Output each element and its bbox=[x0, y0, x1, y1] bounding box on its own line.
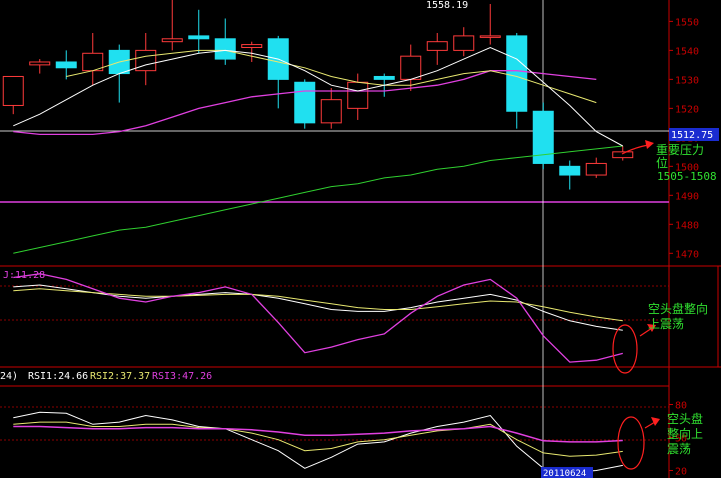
candle-body bbox=[55, 61, 77, 69]
candle bbox=[294, 79, 316, 129]
y-tick-label: 1520 bbox=[675, 104, 699, 115]
rsi-arrow-line bbox=[644, 421, 656, 429]
rsi-tick-label: 80 bbox=[675, 401, 687, 412]
y-tick-label: 1490 bbox=[675, 191, 699, 202]
resistance-range: 1505-1508 bbox=[657, 170, 717, 183]
candle-body bbox=[29, 61, 51, 66]
rsi3-line bbox=[13, 425, 623, 443]
y-tick-label: 1480 bbox=[675, 220, 699, 231]
moving-average-lines bbox=[13, 46, 624, 254]
candle-body bbox=[188, 35, 210, 40]
candle-body bbox=[214, 38, 236, 60]
candle-body bbox=[373, 75, 395, 80]
kdj-arrow-line bbox=[639, 327, 653, 337]
rsi-circle bbox=[617, 416, 645, 470]
candle bbox=[135, 32, 157, 86]
candle-body bbox=[532, 110, 554, 164]
candle-body bbox=[400, 55, 422, 80]
kdj-arrow-head bbox=[647, 324, 656, 332]
kdj-lines bbox=[13, 273, 623, 363]
rsi-tick-label: 50 bbox=[675, 434, 687, 445]
candle-body bbox=[585, 162, 607, 176]
ma-yellow-line bbox=[66, 49, 597, 104]
candle-body bbox=[294, 81, 316, 124]
date-tag-text: 20110624 bbox=[543, 469, 586, 478]
kdj-d-line bbox=[13, 288, 623, 322]
rsi1-line bbox=[13, 411, 623, 474]
y-tick-label: 1550 bbox=[675, 17, 699, 28]
candle bbox=[55, 50, 77, 80]
resistance-arrow-head bbox=[645, 140, 654, 149]
rsi-header-prefix: 24) bbox=[0, 371, 18, 382]
candle bbox=[559, 160, 581, 190]
candle bbox=[453, 27, 475, 57]
candle bbox=[400, 44, 422, 91]
rsi3-label: RSI3:47.26 bbox=[152, 371, 212, 382]
candle bbox=[426, 32, 448, 65]
rsi-annotation: 空头盘 整向上 震荡 bbox=[617, 411, 703, 470]
high-price-label: 1558.19 bbox=[426, 0, 468, 11]
ma-magenta-line bbox=[13, 70, 597, 136]
candle-body bbox=[320, 99, 342, 124]
rsi-tick-label: 20 bbox=[675, 467, 687, 478]
candle bbox=[161, 0, 183, 51]
candle bbox=[267, 35, 289, 109]
rsi-y-axis: 20 50 80 bbox=[669, 401, 687, 478]
kdj-annotation-line2: 上震荡 bbox=[648, 317, 684, 331]
candlestick-series bbox=[2, 0, 634, 190]
y-tick-label: 1530 bbox=[675, 75, 699, 86]
candle-body bbox=[479, 35, 501, 38]
rsi-lines bbox=[13, 411, 623, 474]
y-tick-label: 1500 bbox=[675, 162, 699, 173]
kdj-annotation: 空头盘整向 上震荡 bbox=[612, 301, 708, 374]
candle bbox=[320, 88, 342, 129]
candle bbox=[29, 59, 51, 74]
kdj-annotation-line1: 空头盘整向 bbox=[648, 301, 708, 316]
resistance-line2: 位 bbox=[656, 155, 668, 170]
candle bbox=[82, 32, 104, 86]
candle-body bbox=[559, 165, 581, 176]
y-tick-label: 1540 bbox=[675, 46, 699, 57]
candle-body bbox=[241, 44, 263, 48]
rsi-header: 24) RSI1:24.66 RSI2:37.37 RSI3:47.26 bbox=[0, 371, 212, 382]
kdj-j-line bbox=[13, 273, 623, 363]
candle bbox=[188, 9, 210, 54]
rsi2-line bbox=[13, 421, 623, 457]
rsi2-label: RSI2:37.37 bbox=[90, 371, 150, 382]
candle bbox=[214, 18, 236, 65]
ma-white-line bbox=[13, 46, 624, 147]
candle-body bbox=[453, 35, 475, 51]
candle-body bbox=[506, 35, 528, 112]
candle bbox=[506, 32, 528, 129]
kdj-k-line bbox=[13, 284, 623, 331]
rsi-annotation-line3: 震荡 bbox=[667, 442, 691, 456]
candle bbox=[2, 75, 24, 115]
candle bbox=[479, 4, 501, 45]
kdj-circle bbox=[612, 324, 638, 374]
kdj-header: J:11.28 bbox=[3, 270, 45, 281]
resistance-line1: 重要压力 bbox=[656, 143, 704, 157]
candle bbox=[585, 157, 607, 178]
candle-body bbox=[161, 38, 183, 43]
candle-body bbox=[347, 81, 369, 109]
price-tag: 1512.75 bbox=[669, 128, 719, 141]
candle-body bbox=[612, 151, 634, 159]
ma-green-line bbox=[13, 145, 623, 254]
resistance-arrow-line bbox=[621, 144, 649, 155]
candle-body bbox=[426, 41, 448, 51]
rsi-annotation-line2: 整向上 bbox=[667, 426, 703, 441]
rsi-arrow-head bbox=[651, 417, 660, 426]
rsi-annotation-line1: 空头盘 bbox=[667, 411, 703, 426]
y-tick-label: 1470 bbox=[675, 249, 699, 260]
candle bbox=[241, 41, 263, 62]
resistance-annotation: 重要压力 位 1505-1508 bbox=[621, 140, 717, 183]
candle bbox=[532, 102, 554, 170]
date-tag: 20110624 bbox=[541, 467, 593, 478]
price-tag-text: 1512.75 bbox=[671, 130, 713, 141]
candle-body bbox=[2, 75, 24, 106]
rsi1-label: RSI1:24.66 bbox=[28, 371, 88, 382]
